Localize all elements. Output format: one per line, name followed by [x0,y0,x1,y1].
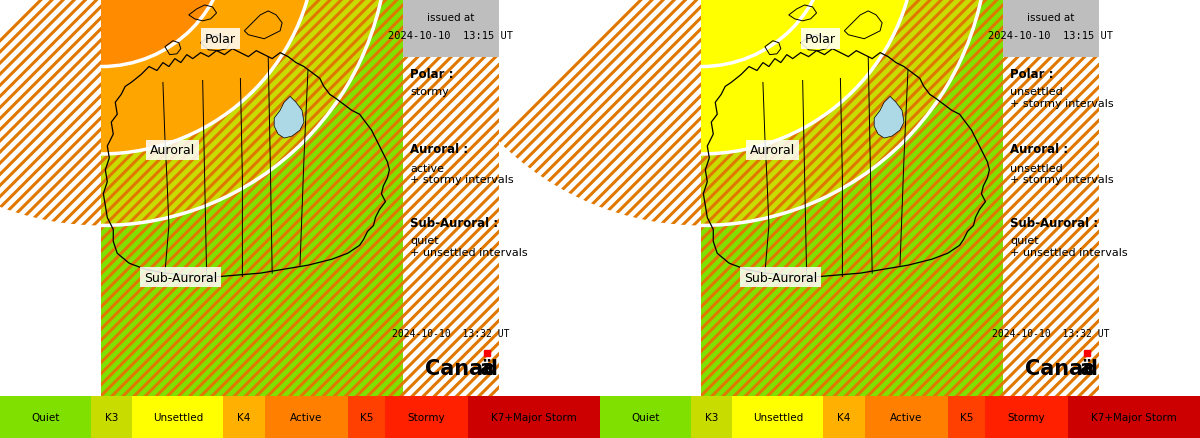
Bar [823,396,865,438]
Circle shape [0,0,228,67]
Text: K7+Major Storm: K7+Major Storm [491,412,577,422]
Text: ä: ä [1080,358,1093,378]
Circle shape [0,0,316,155]
Text: Canad: Canad [1025,358,1098,378]
Text: Quiet: Quiet [31,412,60,422]
Text: Sub-Auroral :: Sub-Auroral : [1010,216,1098,229]
Text: quiet
+ unsettled intervals: quiet + unsettled intervals [410,236,528,258]
Text: Quiet: Quiet [631,412,660,422]
Text: Auroral: Auroral [750,144,796,157]
Text: Polar: Polar [805,33,836,46]
Bar [1003,0,1099,57]
Text: stormy: stormy [410,87,449,97]
Polygon shape [274,97,304,139]
Bar [91,396,132,438]
Text: Sub-Auroral :: Sub-Auroral : [410,216,498,229]
Text: Sub-Auroral: Sub-Auroral [744,271,817,284]
Bar [691,396,732,438]
Text: unsettled
+ stormy intervals: unsettled + stormy intervals [1010,163,1114,185]
Text: Unsettled: Unsettled [152,412,203,422]
Text: Stormy: Stormy [1007,412,1045,422]
Bar [865,396,948,438]
Text: Stormy: Stormy [407,412,445,422]
Text: Polar :: Polar : [1010,67,1054,80]
Text: Canad: Canad [425,358,498,378]
Bar [732,396,823,438]
Text: Auroral :: Auroral : [1010,143,1068,155]
Text: Unsettled: Unsettled [752,412,803,422]
Circle shape [487,0,916,155]
Text: K5: K5 [960,412,973,422]
Bar [468,396,600,438]
Text: ä: ä [480,358,493,378]
Text: Sub-Auroral: Sub-Auroral [144,271,217,284]
Text: active
+ stormy intervals: active + stormy intervals [410,163,514,185]
Text: 2024-10-10  13:15 UT: 2024-10-10 13:15 UT [989,31,1114,41]
Text: unsettled
+ stormy intervals: unsettled + stormy intervals [1010,87,1114,109]
Bar [600,396,691,438]
Circle shape [575,0,828,67]
Bar [1068,396,1200,438]
Text: Auroral :: Auroral : [410,143,468,155]
Text: K5: K5 [360,412,373,422]
Text: Active: Active [890,412,923,422]
Bar [403,0,499,57]
Bar [132,396,223,438]
Polygon shape [874,97,904,139]
Circle shape [415,0,988,226]
Text: K4: K4 [838,412,851,422]
Text: quiet
+ unsettled intervals: quiet + unsettled intervals [1010,236,1128,258]
Bar [0,396,91,438]
Bar [701,0,1003,396]
Text: issued at: issued at [427,13,475,23]
Bar [385,396,468,438]
Text: 2024-10-10  13:32 UT: 2024-10-10 13:32 UT [392,328,510,338]
Bar [265,396,348,438]
Circle shape [0,0,388,226]
Text: K3: K3 [106,412,119,422]
Text: Polar :: Polar : [410,67,454,80]
Text: Auroral: Auroral [150,144,196,157]
Text: Active: Active [290,412,323,422]
Text: K7+Major Storm: K7+Major Storm [1091,412,1177,422]
Text: 2024-10-10  13:15 UT: 2024-10-10 13:15 UT [389,31,514,41]
Text: issued at: issued at [1027,13,1075,23]
Text: K4: K4 [238,412,251,422]
Text: K3: K3 [706,412,719,422]
Text: Polar: Polar [205,33,236,46]
Bar [985,396,1068,438]
Bar [948,396,985,438]
Bar [101,0,403,396]
Bar [348,396,385,438]
Bar [223,396,265,438]
Text: 2024-10-10  13:32 UT: 2024-10-10 13:32 UT [992,328,1110,338]
